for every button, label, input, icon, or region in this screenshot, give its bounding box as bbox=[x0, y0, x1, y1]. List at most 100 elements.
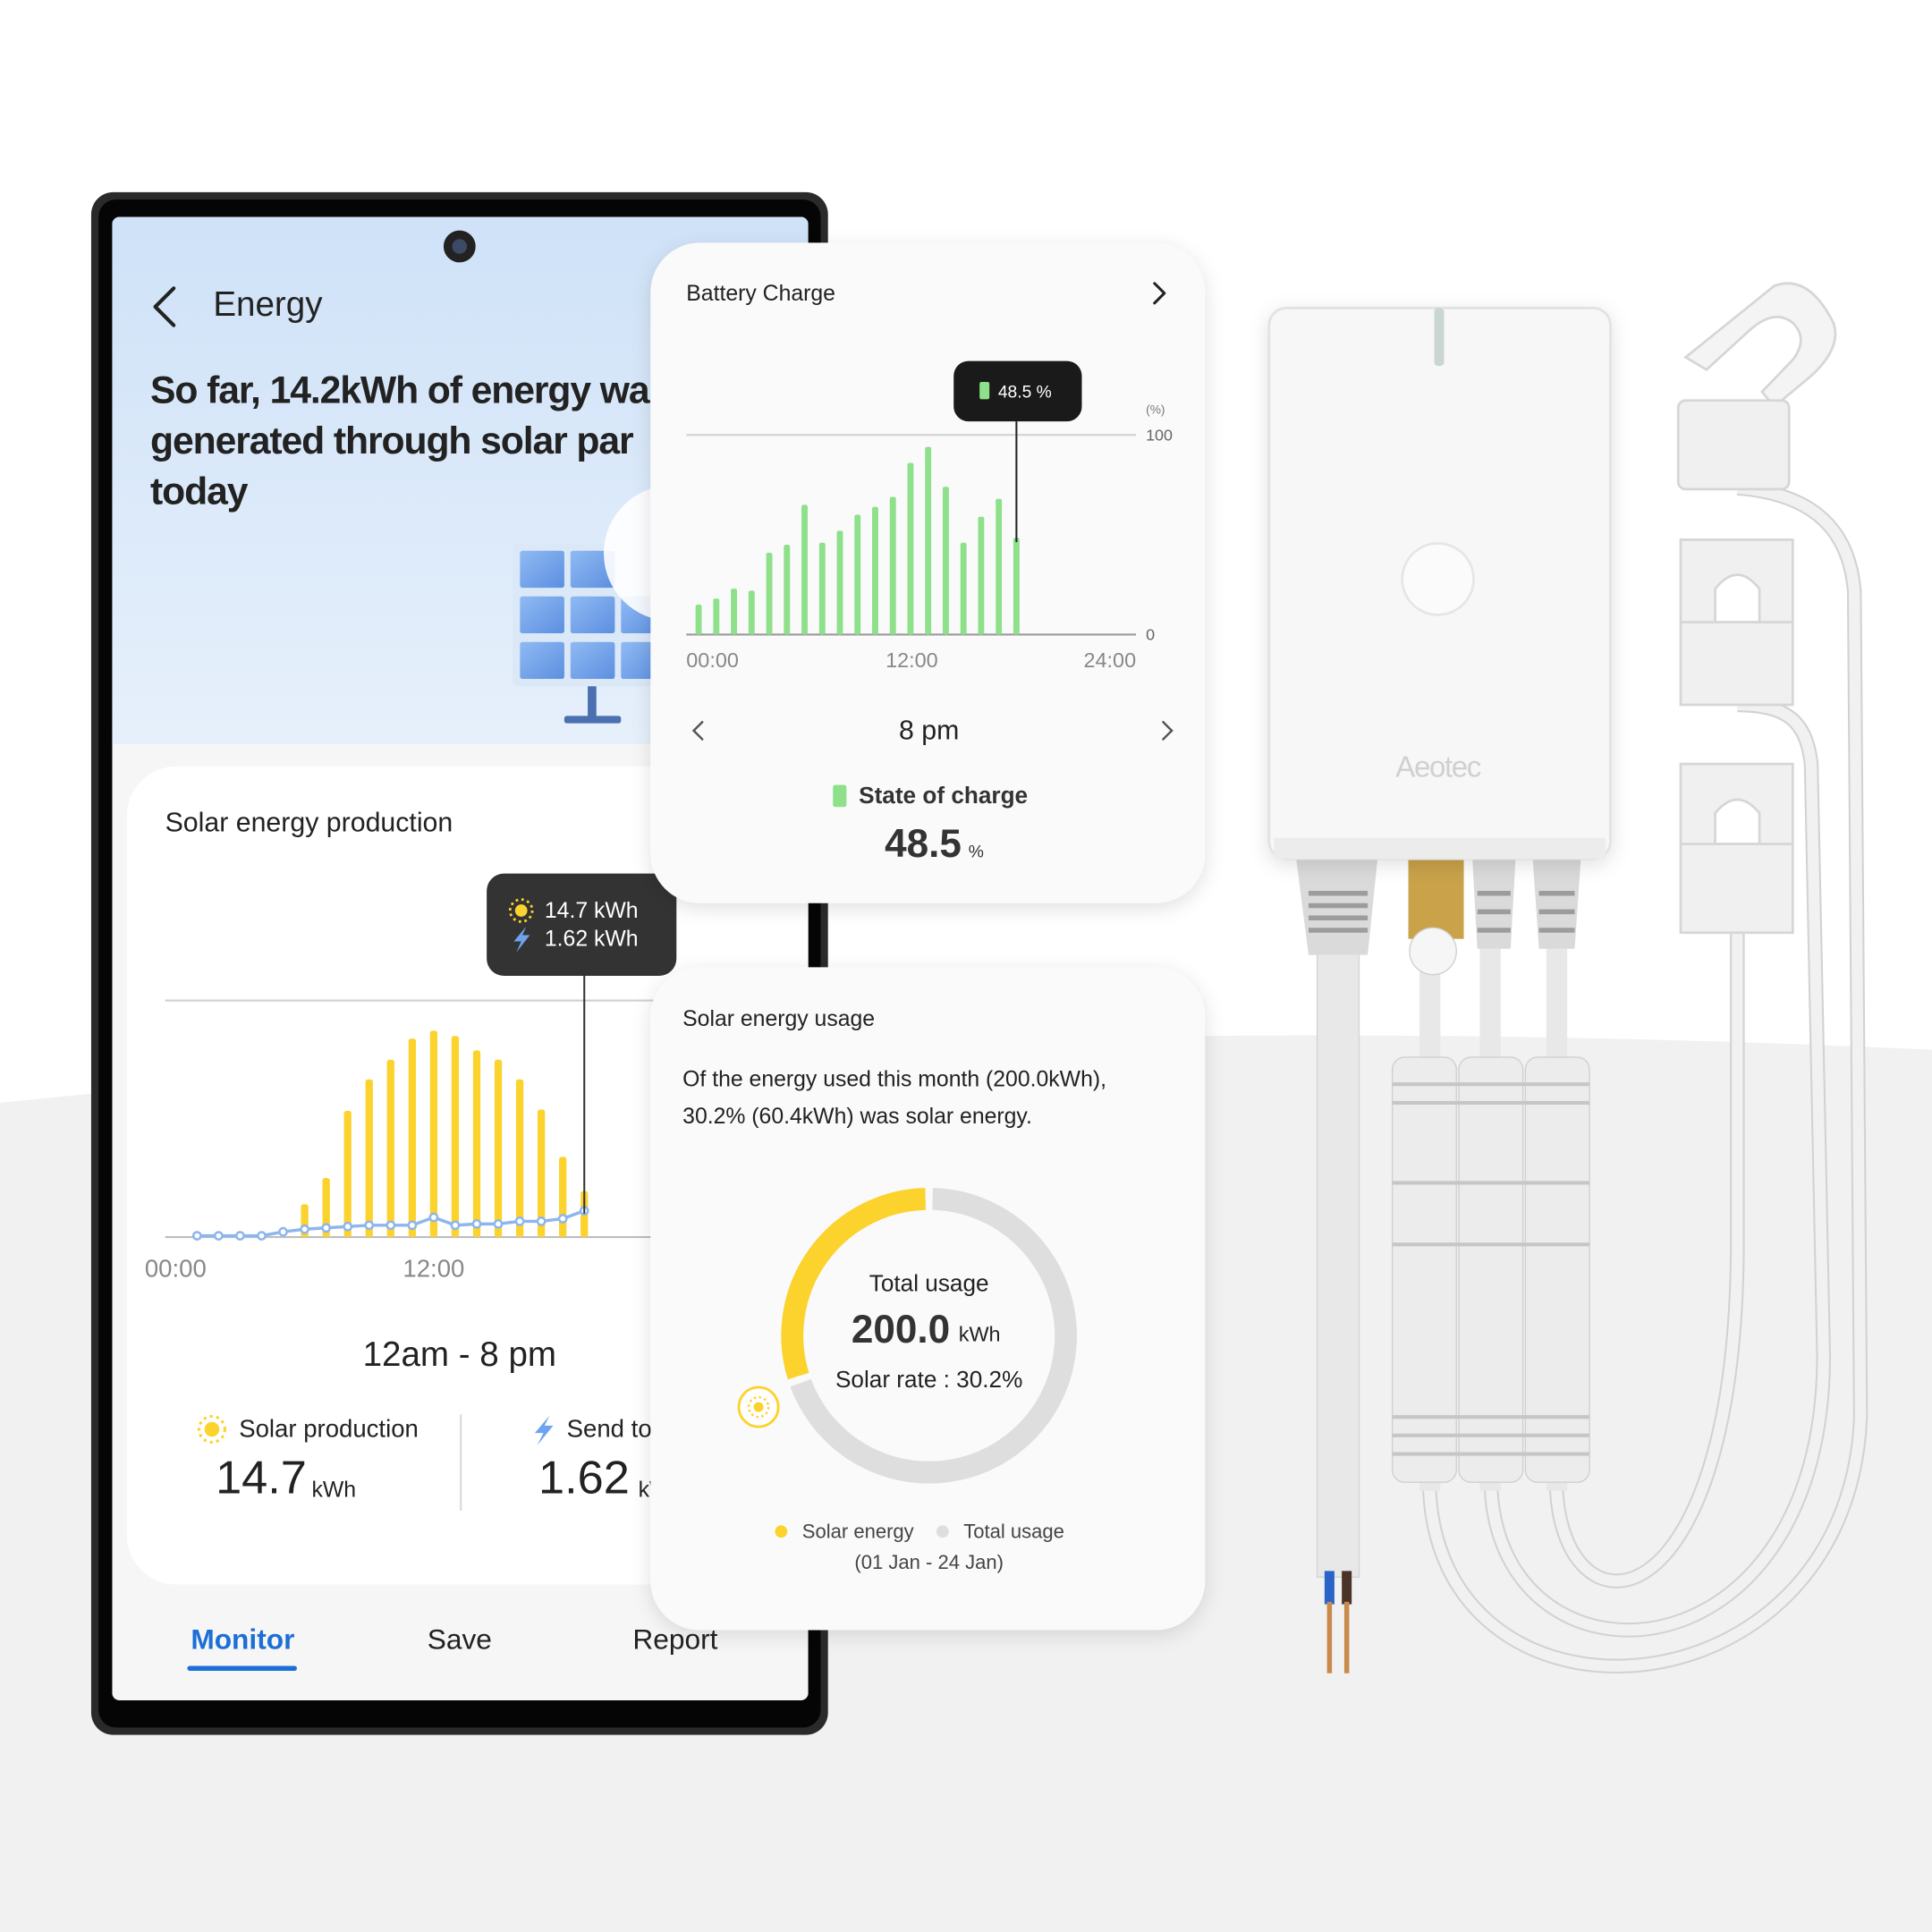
bar bbox=[907, 462, 914, 635]
tooltip bbox=[487, 873, 677, 977]
stat-unit: kWh bbox=[312, 1478, 357, 1502]
bar bbox=[784, 545, 791, 635]
donut-solar bbox=[781, 1188, 927, 1380]
sun-rays bbox=[747, 1395, 770, 1419]
connector bbox=[1391, 1056, 1457, 1483]
card-title: Battery Charge bbox=[686, 282, 835, 306]
card-title: Solar energy usage bbox=[682, 1007, 875, 1031]
bar bbox=[559, 1157, 567, 1238]
gland-ribs bbox=[1308, 890, 1368, 933]
panel-cell bbox=[520, 550, 564, 589]
donut-unit: kWh bbox=[959, 1322, 1001, 1345]
line-point bbox=[343, 1221, 353, 1232]
x-tick-label: 00:00 bbox=[145, 1255, 207, 1283]
legend-swatch bbox=[936, 1525, 949, 1538]
bar bbox=[748, 590, 755, 635]
usage-card: Solar energy usage Of the energy used th… bbox=[650, 967, 1206, 1631]
x-tick-label: 12:00 bbox=[402, 1255, 464, 1283]
line-point bbox=[257, 1231, 267, 1241]
sun-icon bbox=[197, 1414, 226, 1444]
line-point bbox=[428, 1212, 439, 1223]
tab-indicator bbox=[187, 1665, 297, 1671]
line-point bbox=[407, 1220, 418, 1231]
bar bbox=[386, 1059, 394, 1238]
state-label: State of charge bbox=[859, 782, 1028, 809]
prev-button[interactable] bbox=[691, 721, 704, 741]
bar bbox=[889, 496, 896, 635]
camera-lens bbox=[452, 239, 468, 254]
line-point bbox=[364, 1220, 375, 1231]
time-label: 8 pm bbox=[899, 716, 959, 745]
x-tick-label: 12:00 bbox=[886, 648, 938, 672]
bolt-icon bbox=[534, 1415, 554, 1445]
sun-rays bbox=[197, 1414, 226, 1444]
connector bbox=[1524, 1056, 1590, 1483]
stat-label: Solar production bbox=[239, 1415, 419, 1443]
card-bg bbox=[650, 967, 1206, 1631]
period: 12am - 8 pm bbox=[363, 1335, 556, 1374]
battery-card: Battery Charge 0 100 (%) 00:00 12:00 24:00 48… bbox=[650, 242, 1206, 903]
device-button[interactable] bbox=[1401, 542, 1475, 616]
line-point bbox=[514, 1216, 525, 1226]
bar bbox=[872, 506, 878, 635]
bar bbox=[818, 542, 826, 635]
line-point bbox=[386, 1220, 396, 1231]
page-title: Energy bbox=[213, 285, 323, 324]
sun-core bbox=[204, 1421, 220, 1437]
cable bbox=[1423, 482, 1867, 1672]
bar bbox=[836, 530, 843, 635]
x-tick-label: 00:00 bbox=[686, 648, 739, 672]
line-point bbox=[321, 1223, 332, 1233]
wire-blue bbox=[1324, 1571, 1335, 1605]
cable bbox=[1550, 930, 1743, 1587]
bar bbox=[408, 1038, 416, 1238]
tab-active[interactable]: Monitor bbox=[191, 1623, 294, 1655]
y-unit: (%) bbox=[1146, 402, 1165, 416]
device: Aeotec bbox=[1267, 282, 1868, 1674]
bar bbox=[801, 504, 808, 635]
battery-icon bbox=[979, 382, 990, 400]
bar bbox=[429, 1030, 438, 1238]
bar bbox=[322, 1177, 330, 1238]
connector-ribs bbox=[1392, 1082, 1590, 1456]
donut-label: Total usage bbox=[869, 1270, 989, 1297]
next-button[interactable] bbox=[1162, 721, 1174, 741]
bar bbox=[538, 1109, 546, 1238]
stat-value: 1.62 bbox=[538, 1453, 630, 1504]
description: 30.2% (60.4kWh) was solar energy. bbox=[682, 1105, 1032, 1129]
stat-value: 14.7 bbox=[216, 1453, 307, 1504]
bar bbox=[472, 1050, 481, 1238]
device-ledge bbox=[1274, 837, 1606, 860]
sun-core bbox=[514, 904, 528, 917]
bar bbox=[451, 1036, 460, 1238]
bar bbox=[731, 589, 737, 635]
bar bbox=[942, 487, 949, 635]
headline: generated through solar par bbox=[150, 419, 633, 462]
back-button[interactable] bbox=[153, 286, 176, 327]
open-button[interactable] bbox=[1153, 282, 1166, 305]
sun-core bbox=[753, 1402, 764, 1412]
panel-cell bbox=[570, 550, 615, 589]
wire-brown bbox=[1342, 1571, 1352, 1605]
battery-chart: 0 100 (%) 00:00 12:00 24:00 bbox=[686, 402, 1173, 672]
device-brand: Aeotec bbox=[1395, 750, 1480, 784]
legend-label: Solar energy bbox=[802, 1521, 914, 1543]
card-title: Solar energy production bbox=[165, 809, 453, 838]
panel-stand bbox=[588, 686, 597, 720]
clamp bbox=[1676, 399, 1791, 491]
tab[interactable]: Save bbox=[428, 1623, 492, 1655]
line-point bbox=[557, 1214, 568, 1224]
y-tick-label: 100 bbox=[1146, 426, 1173, 444]
bar bbox=[854, 514, 861, 635]
bar bbox=[365, 1079, 373, 1238]
donut bbox=[737, 1188, 1077, 1484]
power-cable bbox=[1316, 948, 1360, 1578]
bar bbox=[996, 498, 1003, 635]
state-unit: % bbox=[969, 843, 984, 861]
legend-label: Total usage bbox=[963, 1521, 1064, 1543]
line-point bbox=[278, 1226, 288, 1237]
panel-base bbox=[564, 716, 622, 724]
